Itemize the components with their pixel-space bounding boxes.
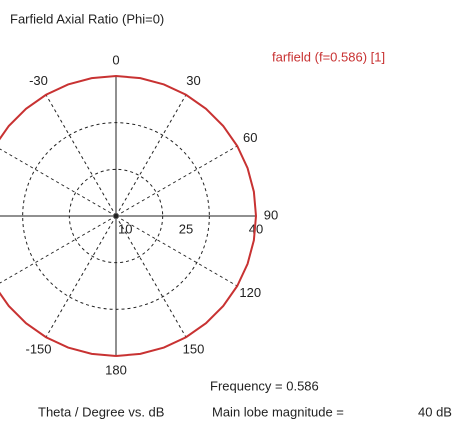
spoke <box>0 215 117 284</box>
angle-tick-label: -30 <box>29 73 48 88</box>
angle-tick-label: -150 <box>25 342 51 357</box>
radial-tick-label: 25 <box>179 221 193 236</box>
angle-tick-label: 90 <box>264 207 278 222</box>
angle-tick-label: 60 <box>243 130 257 145</box>
radial-tick-label: 10 <box>118 221 132 236</box>
series-line <box>0 74 258 357</box>
spoke <box>45 94 117 217</box>
legend-entry: farfield (f=0.586) [1] <box>272 49 385 64</box>
center-dot <box>113 213 119 219</box>
axis-label: Theta / Degree vs. dB <box>38 404 164 419</box>
spoke <box>45 215 117 338</box>
spoke <box>0 148 117 217</box>
spoke <box>115 145 238 217</box>
main-lobe-value: 40 dB <box>418 404 452 419</box>
angle-tick-label: 180 <box>105 362 127 377</box>
angle-tick-label: 0 <box>112 52 119 67</box>
angle-tick-label: 150 <box>183 342 205 357</box>
spoke <box>115 94 187 217</box>
spoke <box>115 215 187 338</box>
radial-tick-label: 40 <box>249 221 263 236</box>
main-lobe-label: Main lobe magnitude = <box>212 404 344 419</box>
spoke <box>115 215 238 287</box>
chart-title: Farfield Axial Ratio (Phi=0) <box>10 11 164 26</box>
frequency-label: Frequency = 0.586 <box>210 378 319 393</box>
angle-tick-label: 30 <box>186 73 200 88</box>
angle-tick-label: 120 <box>239 285 261 300</box>
